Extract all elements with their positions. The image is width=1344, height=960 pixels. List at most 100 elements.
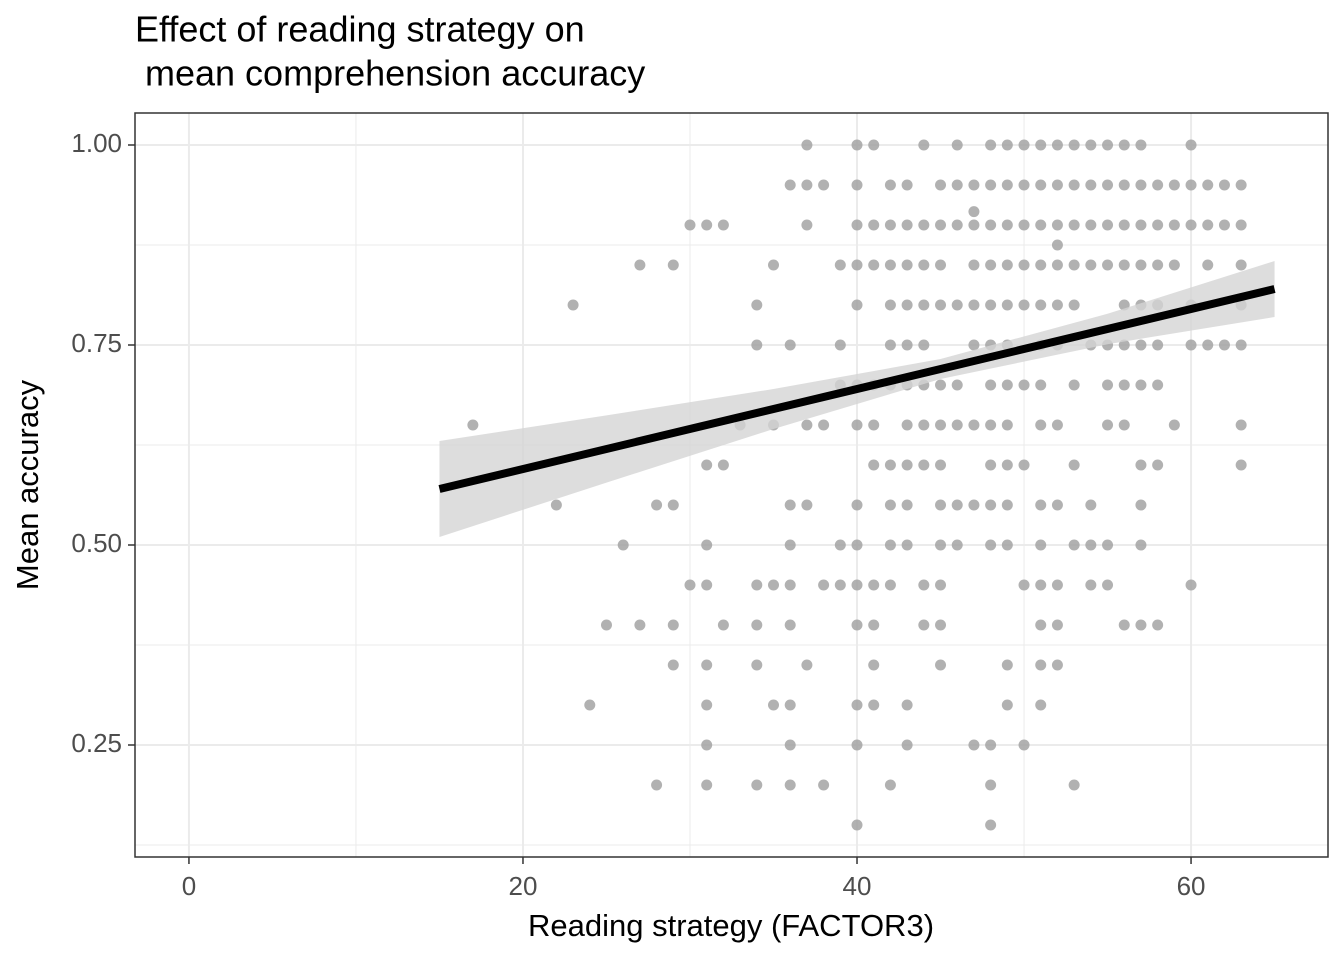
point: [1035, 179, 1047, 191]
point: [1018, 579, 1030, 591]
point: [884, 579, 896, 591]
point: [834, 539, 846, 551]
point: [1085, 539, 1097, 551]
y-tick-label: 1.00: [71, 128, 122, 158]
point: [634, 619, 646, 631]
point: [1018, 299, 1030, 311]
point: [1185, 139, 1197, 151]
point: [1051, 499, 1063, 511]
point: [968, 419, 980, 431]
point: [868, 699, 880, 711]
point: [884, 779, 896, 791]
point: [1001, 299, 1013, 311]
point: [768, 699, 780, 711]
point: [1035, 419, 1047, 431]
point: [834, 579, 846, 591]
point: [851, 739, 863, 751]
point: [951, 299, 963, 311]
point: [901, 739, 913, 751]
point: [834, 259, 846, 271]
point: [1152, 379, 1164, 391]
point: [834, 339, 846, 351]
point: [1102, 539, 1114, 551]
point: [801, 139, 813, 151]
point: [784, 179, 796, 191]
point: [918, 139, 930, 151]
point: [701, 459, 713, 471]
point: [600, 619, 612, 631]
point: [985, 499, 997, 511]
x-axis-title: Reading strategy (FACTOR3): [528, 908, 934, 943]
point: [851, 539, 863, 551]
point: [935, 299, 947, 311]
point: [1168, 259, 1180, 271]
point: [851, 819, 863, 831]
point: [1118, 219, 1130, 231]
point: [1152, 339, 1164, 351]
point: [901, 339, 913, 351]
point: [851, 299, 863, 311]
point: [1001, 379, 1013, 391]
point: [751, 579, 763, 591]
point: [1118, 379, 1130, 391]
point: [1152, 459, 1164, 471]
point: [801, 179, 813, 191]
point: [1185, 339, 1197, 351]
point: [868, 459, 880, 471]
point: [1001, 139, 1013, 151]
point: [968, 499, 980, 511]
point: [1035, 499, 1047, 511]
point: [1051, 579, 1063, 591]
point: [1118, 619, 1130, 631]
point: [1102, 139, 1114, 151]
point: [868, 419, 880, 431]
point: [985, 259, 997, 271]
point: [1152, 619, 1164, 631]
point: [768, 259, 780, 271]
point: [1118, 259, 1130, 271]
point: [1051, 139, 1063, 151]
y-tick-label: 0.25: [71, 728, 122, 758]
point: [1051, 299, 1063, 311]
point: [1218, 219, 1230, 231]
y-axis-title: Mean accuracy: [10, 379, 45, 590]
point: [1118, 179, 1130, 191]
point: [634, 259, 646, 271]
point: [1068, 139, 1080, 151]
point: [968, 206, 980, 218]
chart-title: mean comprehension accuracy: [135, 53, 645, 94]
point: [868, 659, 880, 671]
point: [1118, 419, 1130, 431]
point: [1018, 179, 1030, 191]
point: [1235, 219, 1247, 231]
point: [1135, 139, 1147, 151]
point: [684, 219, 696, 231]
point: [1135, 539, 1147, 551]
point: [851, 699, 863, 711]
point: [851, 499, 863, 511]
point: [935, 379, 947, 391]
point: [701, 539, 713, 551]
point: [985, 179, 997, 191]
point: [1202, 259, 1214, 271]
point: [985, 779, 997, 791]
point: [801, 219, 813, 231]
point: [1035, 659, 1047, 671]
point: [1018, 379, 1030, 391]
point: [868, 219, 880, 231]
point: [851, 219, 863, 231]
point: [901, 499, 913, 511]
point: [1235, 459, 1247, 471]
point: [667, 659, 679, 671]
point: [951, 419, 963, 431]
point: [651, 779, 663, 791]
point: [918, 299, 930, 311]
point: [918, 339, 930, 351]
y-tick-label: 0.75: [71, 328, 122, 358]
point: [901, 179, 913, 191]
point: [1001, 179, 1013, 191]
point: [985, 739, 997, 751]
point: [968, 339, 980, 351]
point: [951, 539, 963, 551]
point: [968, 219, 980, 231]
